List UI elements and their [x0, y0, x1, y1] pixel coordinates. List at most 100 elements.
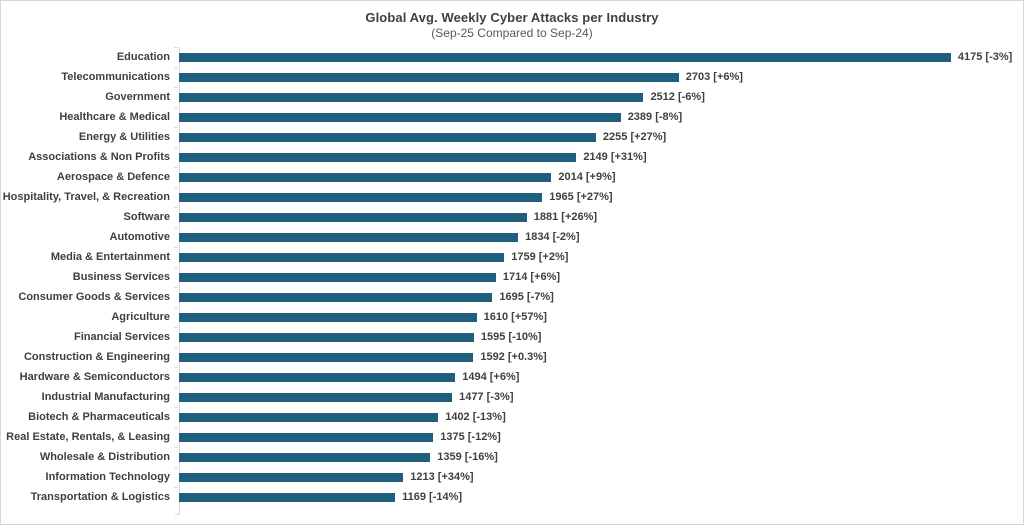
value-label: 1759 [+2%]: [511, 251, 569, 263]
bar: [179, 252, 505, 262]
bar-row: Transportation & Logistics 1169 [-14%]: [1, 487, 1023, 507]
bar-track: 1402 [-13%]: [174, 407, 1023, 427]
bar: [179, 312, 477, 322]
bar-row: Automotive 1834 [-2%]: [1, 227, 1023, 247]
value-label: 1213 [+34%]: [410, 471, 474, 483]
value-label: 2255 [+27%]: [602, 131, 667, 143]
bar-row: Financial Services 1595 [-10%]: [1, 327, 1023, 347]
category-label: Telecommunications: [61, 71, 170, 83]
bar: [179, 352, 474, 362]
bar-row: Aerospace & Defence 2014 [+9%]: [1, 167, 1023, 187]
bar: [179, 132, 596, 142]
value-label: 2512 [-6%]: [650, 91, 705, 103]
value-label: 2149 [+31%]: [583, 151, 647, 163]
bar-row: Healthcare & Medical 2389 [-8%]: [1, 107, 1023, 127]
value-label: 1375 [-12%]: [440, 431, 501, 443]
bar: [179, 52, 951, 62]
category-label: Hardware & Semiconductors: [19, 371, 170, 383]
bar: [179, 372, 456, 382]
bar-row: Associations & Non Profits 2149 [+31%]: [1, 147, 1023, 167]
bar-track: 1695 [-7%]: [174, 287, 1023, 307]
category-label: Government: [105, 91, 170, 103]
category-label: Associations & Non Profits: [28, 151, 170, 163]
category-label: Real Estate, Rentals, & Leasing: [6, 431, 170, 443]
bar-track: 4175 [-3%]: [174, 47, 1023, 67]
category-label: Information Technology: [45, 471, 170, 483]
bar-row: Energy & Utilities 2255 [+27%]: [1, 127, 1023, 147]
bar-track: 1375 [-12%]: [174, 427, 1023, 447]
bar-track: 1169 [-14%]: [174, 487, 1023, 507]
value-label: 1494 [+6%]: [462, 371, 520, 383]
bar-track: 1477 [-3%]: [174, 387, 1023, 407]
bar: [179, 472, 404, 482]
category-label: Agriculture: [111, 311, 170, 323]
bar-row: Hospitality, Travel, & Recreation 1965 […: [1, 187, 1023, 207]
value-label: 1610 [+57%]: [483, 311, 547, 323]
value-label: 1359 [-16%]: [437, 451, 498, 463]
value-label: 2703 [+6%]: [685, 71, 743, 83]
bar-track: 1965 [+27%]: [174, 187, 1023, 207]
bar-track: 1834 [-2%]: [174, 227, 1023, 247]
category-label: Construction & Engineering: [23, 351, 170, 363]
category-label: Hospitality, Travel, & Recreation: [2, 191, 170, 203]
category-label: Business Services: [72, 271, 170, 283]
value-label: 1402 [-13%]: [445, 411, 506, 423]
bar-track: 1213 [+34%]: [174, 467, 1023, 487]
bar-track: 1359 [-16%]: [174, 447, 1023, 467]
category-label: Energy & Utilities: [78, 131, 170, 143]
bar-track: 1881 [+26%]: [174, 207, 1023, 227]
bar-row: Real Estate, Rentals, & Leasing 1375 [-1…: [1, 427, 1023, 447]
bar: [179, 152, 577, 162]
chart-title: Global Avg. Weekly Cyber Attacks per Ind…: [365, 10, 659, 25]
bar: [179, 292, 493, 302]
chart-header: Global Avg. Weekly Cyber Attacks per Ind…: [1, 1, 1023, 43]
category-label: Healthcare & Medical: [59, 111, 170, 123]
bar-row: Government 2512 [-6%]: [1, 87, 1023, 107]
bar: [179, 492, 396, 502]
category-label: Consumer Goods & Services: [18, 291, 170, 303]
bar-track: 2255 [+27%]: [174, 127, 1023, 147]
value-label: 1695 [-7%]: [499, 291, 554, 303]
value-label: 4175 [-3%]: [957, 51, 1013, 63]
bar-track: 2703 [+6%]: [174, 67, 1023, 87]
bar-track: 2149 [+31%]: [174, 147, 1023, 167]
bar-row: Agriculture 1610 [+57%]: [1, 307, 1023, 327]
bar-row: Telecommunications 2703 [+6%]: [1, 67, 1023, 87]
bar: [179, 232, 519, 242]
category-label: Wholesale & Distribution: [39, 451, 170, 463]
bar-track: 1714 [+6%]: [174, 267, 1023, 287]
bar-row: Biotech & Pharmaceuticals 1402 [-13%]: [1, 407, 1023, 427]
category-label: Education: [116, 51, 170, 63]
value-label: 1477 [-3%]: [459, 391, 514, 403]
bar: [179, 452, 431, 462]
bar-row: Education 4175 [-3%]: [1, 47, 1023, 67]
bar: [179, 212, 527, 222]
bar: [179, 92, 644, 102]
value-label: 1834 [-2%]: [525, 231, 580, 243]
bar-row: Information Technology 1213 [+34%]: [1, 467, 1023, 487]
value-label: 1881 [+26%]: [533, 211, 598, 223]
value-label: 1595 [-10%]: [480, 331, 542, 343]
bar: [179, 272, 496, 282]
chart-subtitle: (Sep-25 Compared to Sep-24): [431, 26, 593, 40]
value-label: 1965 [+27%]: [549, 191, 613, 203]
category-label: Automotive: [109, 231, 171, 243]
bar: [179, 392, 453, 402]
bar-row: Business Services 1714 [+6%]: [1, 267, 1023, 287]
category-label: Financial Services: [74, 331, 170, 343]
bar-row: Software 1881 [+26%]: [1, 207, 1023, 227]
bar-track: 2512 [-6%]: [174, 87, 1023, 107]
bar-row: Industrial Manufacturing 1477 [-3%]: [1, 387, 1023, 407]
bar: [179, 412, 439, 422]
category-label: Transportation & Logistics: [30, 491, 170, 503]
bar-track: 2389 [-8%]: [174, 107, 1023, 127]
category-label: Media & Entertainment: [50, 251, 170, 263]
bar-track: 2014 [+9%]: [174, 167, 1023, 187]
bar-track: 1494 [+6%]: [174, 367, 1023, 387]
bar: [179, 432, 434, 442]
plot-area: Education 4175 [-3%] Telecommunications …: [1, 47, 1023, 515]
value-label: 1592 [+0.3%]: [480, 351, 547, 363]
bar-row: Media & Entertainment 1759 [+2%]: [1, 247, 1023, 267]
bar: [179, 112, 621, 122]
